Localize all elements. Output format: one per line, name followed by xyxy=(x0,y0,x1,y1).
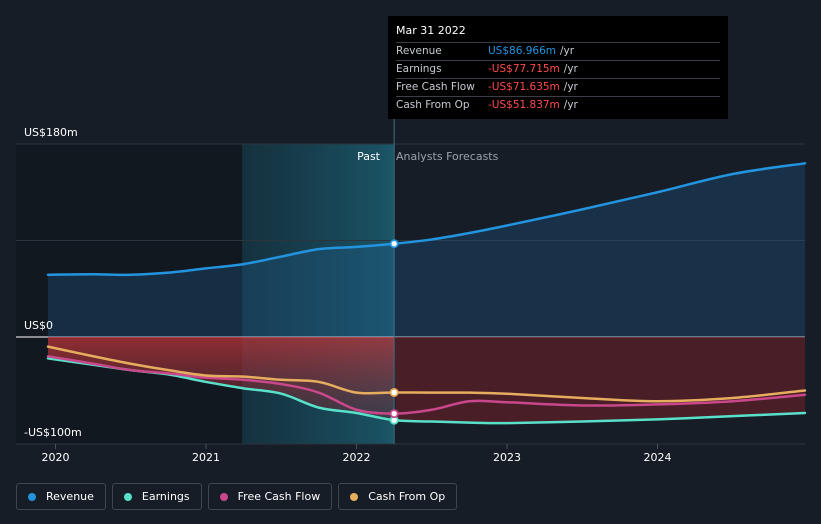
tooltip-unit: /yr xyxy=(563,99,578,111)
free-cash-flow-marker xyxy=(389,409,399,419)
tooltip-label: Earnings xyxy=(396,63,442,75)
tooltip-row-earnings: Earnings -US$77.715m /yr xyxy=(396,61,720,79)
tooltip-row-free-cash-flow: Free Cash Flow -US$71.635m /yr xyxy=(396,79,720,97)
legend: Revenue Earnings Free Cash Flow Cash Fro… xyxy=(16,483,458,510)
tooltip: Mar 31 2022 Revenue US$86.966m /yr Earni… xyxy=(388,16,728,119)
cash-from-op-marker xyxy=(389,387,399,397)
legend-item-earnings[interactable]: Earnings xyxy=(111,483,202,510)
legend-item-revenue[interactable]: Revenue xyxy=(16,483,106,510)
revenue-marker xyxy=(389,239,399,249)
tooltip-row-revenue: Revenue US$86.966m /yr xyxy=(396,43,720,61)
x-axis-label: 2023 xyxy=(493,451,521,464)
tooltip-label: Cash From Op xyxy=(396,99,470,111)
legend-label: Earnings xyxy=(141,490,190,503)
forecast-label: Analysts Forecasts xyxy=(396,150,499,163)
legend-label: Free Cash Flow xyxy=(237,490,321,503)
forecast-loss-area xyxy=(394,337,805,424)
y-axis-label: US$180m xyxy=(24,126,78,139)
x-axis-label: 2020 xyxy=(42,451,70,464)
revenue-area xyxy=(48,163,805,337)
y-axis-label: US$0 xyxy=(24,319,53,332)
legend-item-cash-from-op[interactable]: Cash From Op xyxy=(338,483,458,510)
tooltip-value: -US$51.837m xyxy=(488,99,560,111)
tooltip-value: -US$71.635m xyxy=(488,81,560,93)
x-axis-label: 2022 xyxy=(343,451,371,464)
tooltip-label: Revenue xyxy=(396,45,442,57)
tooltip-value: US$86.966m xyxy=(488,45,556,57)
y-axis-label: -US$100m xyxy=(24,426,82,439)
tooltip-unit: /yr xyxy=(563,63,578,75)
tooltip-unit: /yr xyxy=(560,45,575,57)
tooltip-row-cash-from-op: Cash From Op -US$51.837m /yr xyxy=(396,97,720,114)
x-axis-label: 2024 xyxy=(644,451,672,464)
revenue-dot-icon xyxy=(28,492,36,501)
tooltip-value: -US$77.715m xyxy=(488,63,560,75)
free-cash-flow-line xyxy=(46,355,807,415)
earnings-dot-icon xyxy=(123,492,132,501)
free-cash-flow-dot-icon xyxy=(219,492,228,501)
cash-from-op-dot-icon xyxy=(350,492,359,501)
revenue-line xyxy=(46,162,807,277)
past-label: Past xyxy=(357,150,381,163)
tooltip-label: Free Cash Flow xyxy=(396,81,475,93)
legend-label: Revenue xyxy=(46,490,94,503)
tooltip-unit: /yr xyxy=(563,81,578,93)
cash-from-op-line xyxy=(46,345,807,403)
legend-label: Cash From Op xyxy=(368,490,446,503)
tooltip-date: Mar 31 2022 xyxy=(396,22,720,43)
legend-item-free-cash-flow[interactable]: Free Cash Flow xyxy=(207,483,333,510)
x-axis-label: 2021 xyxy=(192,451,220,464)
